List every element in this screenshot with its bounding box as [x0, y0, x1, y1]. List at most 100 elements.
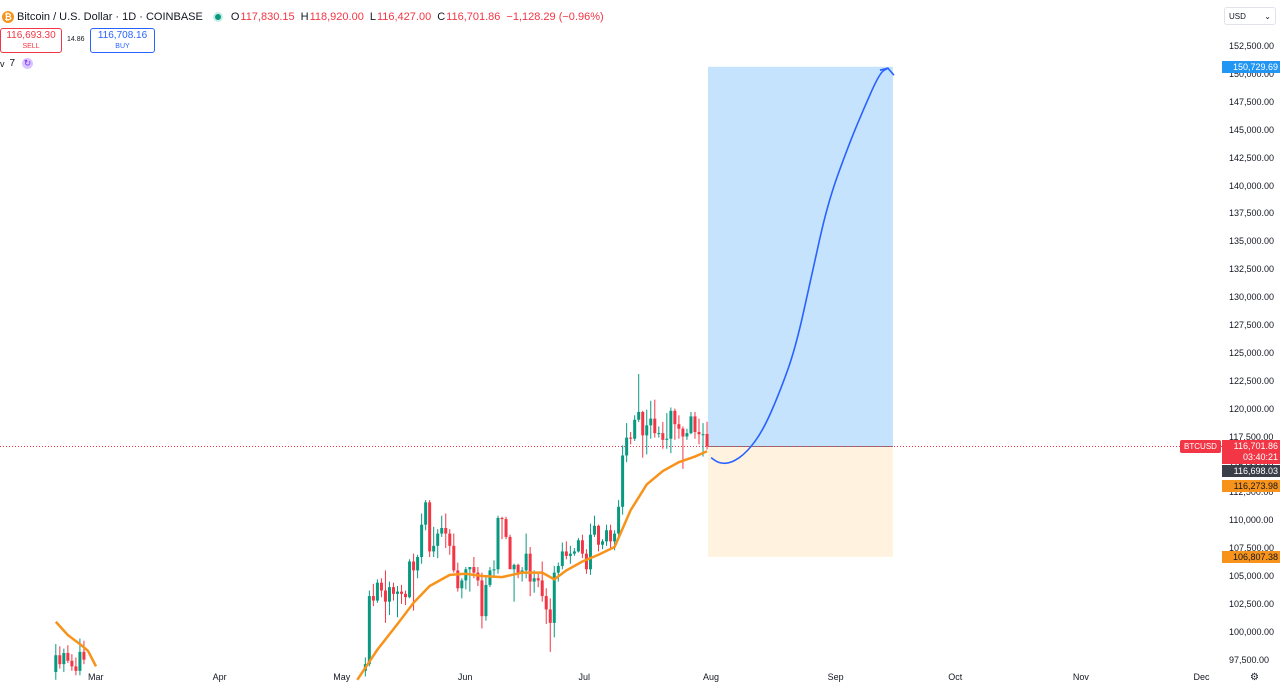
- stop-price-label: 106,807.38: [1222, 550, 1280, 563]
- candle-body: [685, 433, 689, 437]
- candle-body: [408, 561, 412, 598]
- price-tick-label: 137,500.00: [1229, 208, 1275, 219]
- candle-body: [508, 536, 512, 570]
- candle-body: [371, 596, 375, 601]
- candle-body: [456, 570, 460, 589]
- candle-body: [633, 419, 637, 439]
- candle-body: [440, 527, 444, 534]
- time-tick-label: Jun: [457, 672, 473, 682]
- candle-body: [605, 530, 609, 542]
- candle-body: [62, 652, 66, 665]
- candle-body: [601, 541, 605, 545]
- price-tick-label: 152,500.00: [1229, 41, 1275, 51]
- price-tick-label: 135,000.00: [1229, 236, 1275, 247]
- candle-body: [580, 540, 584, 554]
- candle-body: [496, 517, 500, 570]
- candle-body: [552, 572, 556, 623]
- candle-body: [391, 587, 395, 594]
- candle-body: [524, 553, 528, 571]
- buy-label: BUY: [115, 43, 130, 50]
- candle-body: [66, 652, 70, 661]
- candle-body: [673, 410, 677, 425]
- candle-body: [404, 593, 408, 598]
- candle-body: [649, 418, 653, 426]
- candle-body: [516, 564, 520, 573]
- candle-body: [448, 533, 452, 546]
- candle-body: [468, 567, 472, 570]
- candle-body: [420, 524, 424, 558]
- candle-body: [387, 587, 391, 602]
- price-tick-label: 140,000.00: [1229, 180, 1275, 191]
- candle-body: [653, 418, 657, 434]
- symbol-title[interactable]: Bitcoin / U.S. Dollar · 1D · COINBASE: [17, 11, 203, 23]
- low-label: L: [369, 11, 376, 23]
- price-tick-label: 142,500.00: [1229, 152, 1275, 163]
- high-label: H: [300, 11, 309, 23]
- candle-body: [588, 534, 592, 570]
- price-tick-label: 127,500.00: [1229, 320, 1275, 330]
- candle-body: [484, 584, 488, 617]
- chevron-down-icon: ⌄: [1264, 12, 1271, 21]
- last-price: 116,701.86: [1233, 441, 1278, 451]
- candle-body: [58, 655, 62, 665]
- open-value: 117,830.15: [240, 11, 295, 23]
- candle-body: [379, 582, 383, 591]
- candle-body: [564, 551, 568, 556]
- open-label: O: [230, 11, 240, 23]
- price-tick-label: 145,000.00: [1229, 124, 1275, 135]
- candle-body: [500, 517, 504, 520]
- candle-body: [452, 545, 456, 571]
- gear-icon[interactable]: ⚙: [1250, 672, 1259, 683]
- sell-label: SELL: [22, 43, 40, 50]
- buy-button[interactable]: 116,708.16 BUY: [90, 28, 155, 53]
- candle-body: [701, 434, 705, 436]
- candles-layer: [54, 373, 709, 680]
- position-zones: [708, 66, 893, 557]
- time-tick-label: Aug: [703, 672, 720, 682]
- candle-body: [661, 433, 665, 440]
- currency-value: USD: [1229, 12, 1246, 21]
- candle-body: [697, 432, 701, 435]
- price-tick-label: 105,000.00: [1229, 571, 1275, 582]
- sell-price: 116,693.30: [6, 30, 56, 41]
- candle-body: [412, 561, 416, 571]
- time-tick-label: Apr: [212, 672, 227, 682]
- indicator-legend[interactable]: v 7 ↻: [0, 58, 34, 69]
- time-tick-label: Mar: [88, 672, 104, 682]
- candle-body: [544, 596, 548, 610]
- candle-body: [460, 580, 464, 589]
- bitcoin-logo-icon: ₿: [2, 11, 14, 23]
- moving-average-line: [356, 450, 708, 681]
- bid-price-label: 116,698.03: [1222, 465, 1280, 477]
- price-tick-label: 107,500.00: [1229, 543, 1275, 554]
- candle-body: [576, 540, 580, 552]
- price-tick-label: 120,000.00: [1229, 403, 1275, 414]
- candle-body: [82, 651, 86, 660]
- change-value: −1,128.29 (−0.96%): [506, 11, 604, 23]
- candle-body: [560, 551, 564, 566]
- currency-select[interactable]: USD ⌄: [1224, 7, 1276, 25]
- sell-button[interactable]: 116,693.30 SELL: [0, 28, 62, 53]
- candle-body: [54, 655, 58, 672]
- candle-body: [681, 428, 685, 437]
- candle-body: [621, 455, 625, 507]
- time-tick-label: Oct: [948, 672, 963, 682]
- price-tick-label: 130,000.00: [1229, 292, 1275, 303]
- market-status-icon: [214, 14, 221, 20]
- candle-body: [689, 416, 693, 434]
- candle-body: [637, 411, 641, 420]
- price-tick-label: 110,000.00: [1229, 515, 1274, 526]
- candle-body: [693, 416, 697, 433]
- candle-body: [592, 525, 596, 535]
- price-tick-label: 112,500.00: [1229, 487, 1274, 498]
- price-tick-label: 100,000.00: [1229, 626, 1275, 637]
- price-tick-label: 147,500.00: [1229, 96, 1275, 107]
- candle-body: [705, 433, 709, 447]
- chevron-down-icon[interactable]: v: [0, 58, 5, 69]
- candle-body: [645, 425, 649, 436]
- candle-body: [677, 424, 681, 429]
- cycle-icon[interactable]: ↻: [22, 58, 34, 69]
- candle-body: [444, 527, 448, 534]
- time-tick-label: Sep: [827, 672, 844, 682]
